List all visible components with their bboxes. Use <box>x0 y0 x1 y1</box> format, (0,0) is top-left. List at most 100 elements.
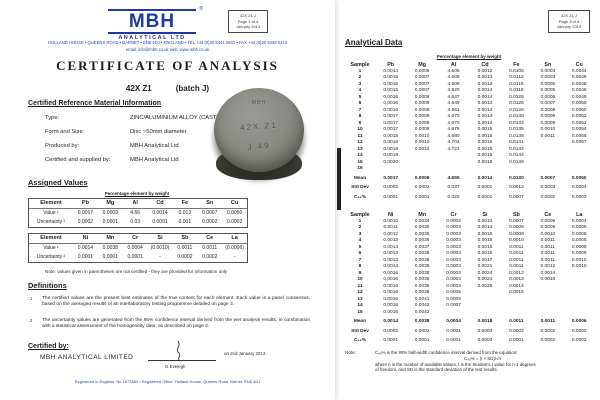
table-cell: 0.0008 <box>414 107 430 113</box>
table-row: Uncertainty ² 0.0002 0.0001 0.03 0.0001 0.001… <box>29 218 247 227</box>
table-cell: 0.0016 <box>383 290 399 295</box>
table-cell: 0.0024 <box>477 270 493 276</box>
table-cell: 0.0050 <box>571 107 587 113</box>
table-cell: 0.0138 <box>509 133 524 139</box>
contact-line: email: info@mbh.co.uk web: www.mbh.co.uk <box>125 46 210 52</box>
table-cell: 0.0011 <box>540 244 555 250</box>
table-cell <box>469 310 500 317</box>
table-cell: 0.0042 <box>414 303 430 308</box>
note-label: Note: <box>345 350 356 355</box>
row-label: Sample <box>350 212 370 218</box>
row-label: 10 <box>357 277 363 282</box>
table-row: 11 0.0018 0.0010 4.680 0.0015 0.0138 0.0011 0.0… <box>345 134 595 141</box>
table-cell: 0.0013 <box>383 244 399 250</box>
table-cell: 0.0003 <box>226 219 243 225</box>
table-cell: Sb <box>181 235 189 241</box>
table-cell: (0.0006) <box>225 245 244 251</box>
row-label: 5 <box>358 244 362 250</box>
crm-label-type: Type: <box>45 115 60 121</box>
table-cell: 0.0002 <box>77 219 94 225</box>
table-cell: 0.0038 <box>414 277 430 282</box>
row-label: 3 <box>358 231 362 237</box>
table-cell: 0.0013 <box>509 185 524 190</box>
table-cell: La <box>576 212 583 218</box>
table-cell: 0.0002 <box>540 194 556 200</box>
table-cell: 0.0004 <box>571 185 587 190</box>
row-label: 13 <box>357 296 363 302</box>
table-cell: 0.0004 <box>446 319 461 324</box>
table-cell: 0.0008 <box>414 101 430 106</box>
table-row: 13 0.0018 0.0012 4.721 0.0015 0.0144 <box>345 147 595 154</box>
table-cell: 0.0014 <box>540 270 556 276</box>
row-label: 4 <box>358 238 362 243</box>
signatory-name: G Evelegh <box>165 364 186 369</box>
table-cell: 0.0014 <box>383 264 399 269</box>
table-cell: 0.0010 <box>540 127 556 132</box>
table-cell: 0.0012 <box>383 231 399 237</box>
table-cell: 4.721 <box>447 146 460 152</box>
table-cell: 0.0016 <box>477 159 493 165</box>
table-cell: Al <box>132 200 138 206</box>
table-cell: 0.0017 <box>383 127 399 132</box>
table-cell <box>532 166 563 173</box>
table-cell <box>469 166 500 173</box>
table-cell: Cr <box>450 212 457 218</box>
table-cell: 0.0018 <box>383 146 399 152</box>
table-row: Mean 0.0017 0.0009 4.655 0.0014 0.0130 0.0007 0… <box>345 176 595 183</box>
note-line-3: where n is the number of available value… <box>375 361 536 367</box>
table-cell: 0.0001 <box>77 254 94 260</box>
table-cell: 0.0004 <box>446 270 461 276</box>
signature-icon <box>176 340 181 362</box>
table-cell: 0.0005 <box>571 231 587 237</box>
table-cell: 0.0141 <box>509 140 524 145</box>
table-cell: 0.0011 <box>383 225 398 230</box>
row-label: 11 <box>357 283 363 289</box>
table-cell: 4.66 <box>130 210 141 216</box>
confidence-interval-note: C₉₅% is the 95% half-width confidence in… <box>375 350 590 373</box>
table-row: C₉₅% 0.0001 0.0001 0.0001 0.0003 0.0001 0.0002… <box>345 338 595 345</box>
table-cell: 0.0016 <box>383 107 399 113</box>
table-cell: 0.0007 <box>509 194 524 200</box>
table-row: 15 0.0016 0.0042 <box>345 310 595 317</box>
table-cell: Sb <box>512 212 520 218</box>
table-cell: 0.0011 <box>509 264 524 269</box>
row-label: Value ¹ <box>43 210 59 216</box>
table-cell: 0.0002 <box>540 338 556 343</box>
ref-page: Page 1 of 4 <box>237 18 259 24</box>
table-cell: 0.0006 <box>540 94 556 100</box>
table-cell: 0.0002 <box>202 254 218 260</box>
table-cell: 0.0015 <box>509 290 524 295</box>
row-label: 15 <box>357 159 363 165</box>
definition-1-text: The certified values are the present bes… <box>42 296 310 308</box>
ref-product: 42X Z1 J <box>239 13 256 18</box>
table-cell: 0.0007 <box>414 75 430 80</box>
table-row: 3 0.0012 0.0035 0.0003 0.0015 0.0009 0.0010 0.0… <box>345 232 595 239</box>
table-row: 1 0.0014 0.0006 4.605 0.0012 0.0105 0.0003 0.00… <box>345 69 595 76</box>
table-cell: Ni <box>82 235 89 241</box>
row-label: 2 <box>358 75 362 80</box>
table-cell: 0.0010 <box>571 257 587 263</box>
table-cell <box>375 166 406 173</box>
table-cell: 0.0008 <box>414 94 430 100</box>
table-cell: 0.0009 <box>414 175 430 181</box>
table-cell: 0.0048 <box>571 81 587 87</box>
table-cell: Cr <box>132 235 139 241</box>
table-cell: 0.0012 <box>414 146 430 152</box>
table-cell: 0.0011 <box>540 257 555 263</box>
table-cell: 0.0011 <box>509 251 524 256</box>
row-label: 2 <box>358 225 362 230</box>
table-cell: 0.0001 <box>102 254 118 260</box>
crm-label-supplier: Certified and supplied by: <box>45 157 111 163</box>
page-ref-box: 42X Z1 J Page 1 of 4 January 2013 <box>228 10 268 33</box>
row-label: 11 <box>357 133 363 139</box>
row-label: Uncertainty ² <box>36 219 66 225</box>
table-cell: 0.0013 <box>477 75 493 80</box>
table-cell: 0.0008 <box>414 114 430 119</box>
table-cell <box>438 310 469 317</box>
table-cell: 0.001 <box>178 219 192 225</box>
table-cell: 0.0003 <box>446 225 461 230</box>
page-ref-box: 42X Z1 J Page 3 of 4 January 2013 <box>548 10 590 33</box>
table-cell: 0.0126 <box>509 107 524 113</box>
table-cell: 0.0014 <box>477 218 493 224</box>
